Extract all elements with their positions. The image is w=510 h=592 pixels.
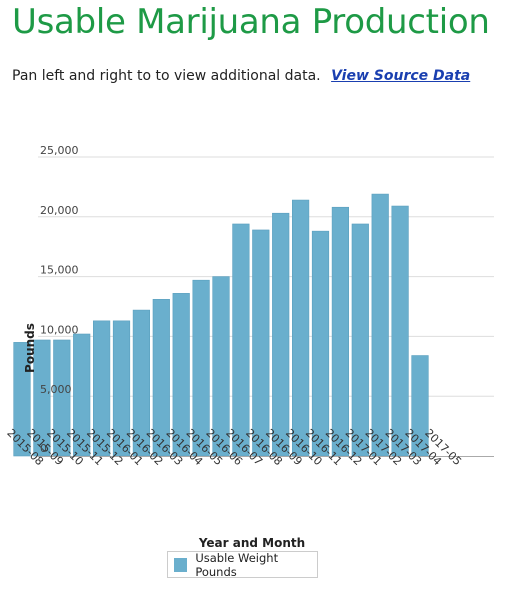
bar-2017-02[interactable] [371, 193, 389, 457]
y-axis-title: Pounds [23, 323, 37, 373]
bar-2015-08[interactable] [13, 342, 31, 457]
bar-2016-10[interactable] [291, 199, 310, 457]
bar-2016-08[interactable] [252, 229, 270, 457]
y-tick-label-2: 10,000 [40, 323, 79, 336]
y-tick-label-5: 25,000 [40, 144, 79, 157]
bar-2017-01[interactable] [351, 223, 369, 457]
bar-2017-03[interactable] [391, 205, 409, 457]
bar-2016-07[interactable] [232, 223, 250, 457]
y-tick-label-1: 5,000 [40, 383, 72, 396]
bar-2016-11[interactable] [311, 230, 330, 457]
view-source-data-link[interactable]: View Source Data [331, 68, 471, 84]
chart-legend[interactable]: Usable Weight Pounds [167, 550, 318, 579]
bar-2016-12[interactable] [331, 206, 350, 457]
bar-2016-09[interactable] [272, 212, 290, 457]
y-tick-label-3: 15,000 [40, 264, 79, 277]
page-title: Usable Marijuana Production [12, 2, 490, 42]
y-tick-label-0: 0 [40, 442, 47, 455]
legend-label: Usable Weight Pounds [195, 550, 279, 579]
y-tick-label-4: 20,000 [40, 204, 79, 217]
pan-instruction: Pan left and right to to view additional… [12, 68, 321, 84]
x-axis-title: Year and Month [198, 536, 305, 550]
legend-swatch [174, 557, 188, 572]
intro-text-block: Pan left and right to to view additional… [12, 68, 470, 84]
